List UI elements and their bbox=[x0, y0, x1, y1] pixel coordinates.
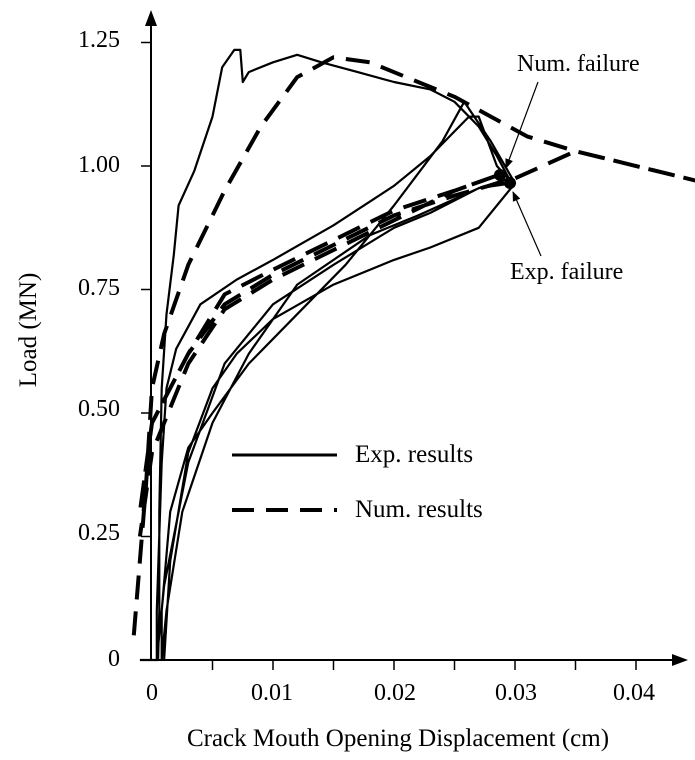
legend: Exp. results Num. results bbox=[232, 441, 483, 523]
x-axis-title: Crack Mouth Opening Displacement (cm) bbox=[187, 725, 609, 752]
exp-results-line bbox=[139, 48, 517, 662]
y-tick-label: 0.75 bbox=[78, 275, 120, 301]
x-tick-label: 0 bbox=[146, 680, 158, 706]
legend-label-exp: Exp. results bbox=[355, 441, 473, 468]
exp-failure-label: Exp. failure bbox=[510, 259, 623, 285]
y-tick-label: 1.25 bbox=[78, 27, 120, 53]
y-tick-label: 0 bbox=[108, 646, 120, 672]
num-failure-marker bbox=[494, 169, 506, 181]
x-tick-label: 0.01 bbox=[251, 680, 293, 706]
y-axis-title: Load (MN) bbox=[15, 273, 42, 388]
x-tick-label: 0.02 bbox=[374, 680, 416, 706]
y-axis-arrow bbox=[145, 10, 157, 26]
axis-ticks bbox=[141, 41, 637, 670]
y-tick-label: 0.50 bbox=[78, 396, 120, 422]
y-tick-label: 0.25 bbox=[78, 520, 120, 546]
axes bbox=[140, 10, 688, 666]
exp-failure-marker bbox=[504, 177, 516, 189]
num-results-line bbox=[131, 55, 695, 636]
x-tick-labels: 0 0.01 0.02 0.03 0.04 bbox=[146, 680, 655, 706]
num-failure-arrow bbox=[505, 81, 539, 169]
x-tick-label: 0.04 bbox=[613, 680, 655, 706]
legend-label-num: Num. results bbox=[355, 496, 483, 523]
x-tick-label: 0.03 bbox=[495, 680, 537, 706]
num-failure-label: Num. failure bbox=[517, 51, 640, 77]
exp-failure-arrow bbox=[512, 191, 542, 257]
y-tick-label: 1.00 bbox=[78, 152, 120, 178]
x-axis-arrow bbox=[672, 654, 688, 666]
y-tick-labels: 0 0.25 0.50 0.75 1.00 1.25 bbox=[78, 27, 120, 672]
series-layer bbox=[131, 48, 695, 662]
